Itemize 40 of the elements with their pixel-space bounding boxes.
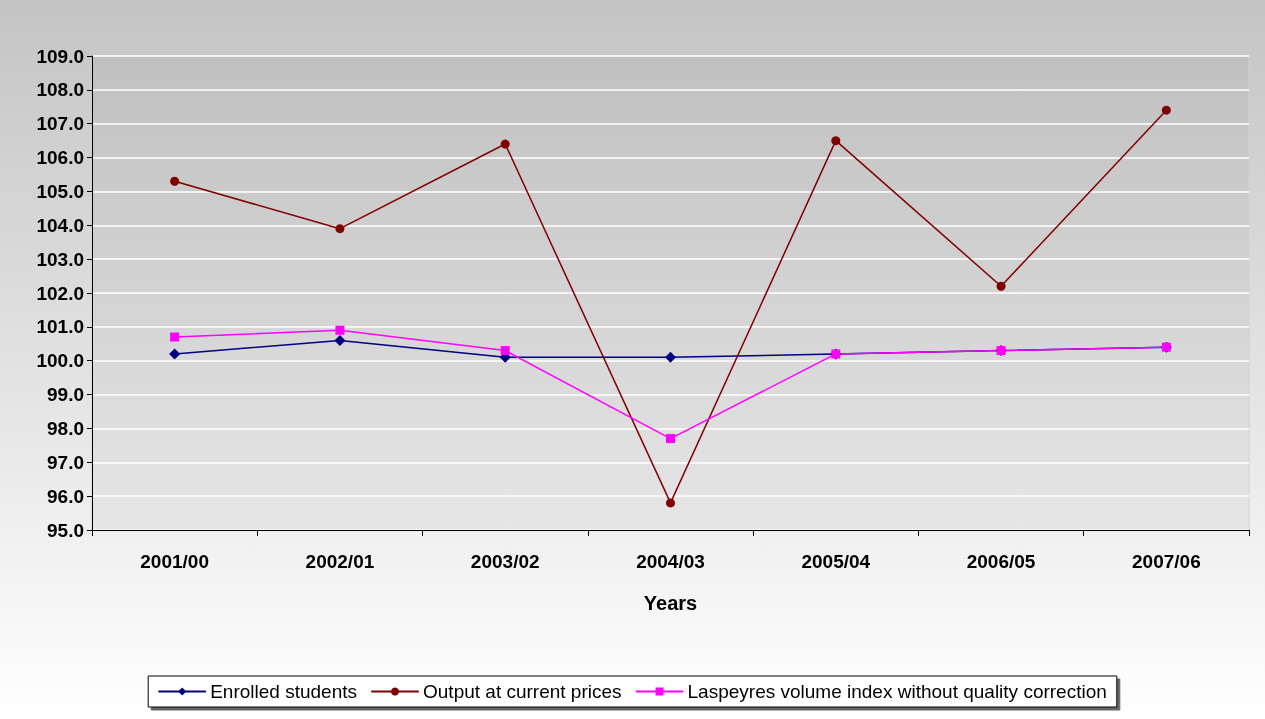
y-tick-label: 104.0	[36, 214, 84, 236]
x-axis-title: Years	[643, 592, 698, 614]
legend-label: Enrolled students	[210, 681, 358, 702]
x-tick-label: 2001/00	[140, 551, 209, 572]
y-tick-label: 107.0	[36, 113, 84, 135]
x-tick-label: 2004/03	[636, 551, 705, 572]
y-tick-label: 96.0	[47, 485, 84, 507]
y-tick-label: 109.0	[36, 45, 84, 67]
point	[831, 136, 841, 146]
x-tick-label: 2003/02	[470, 551, 540, 572]
y-tick-label: 100.0	[36, 350, 84, 372]
point	[996, 281, 1006, 291]
y-tick-label: 98.0	[47, 417, 84, 439]
point	[666, 498, 675, 508]
point	[170, 176, 180, 186]
point	[666, 434, 675, 444]
point	[500, 139, 510, 149]
y-tick-label: 101.0	[36, 316, 84, 338]
point	[335, 224, 345, 234]
y-tick-label: 103.0	[36, 248, 84, 270]
y-tick-label: 97.0	[47, 451, 84, 473]
point	[334, 334, 346, 346]
x-tick-label: 2002/01	[305, 551, 375, 572]
x-tick-label: 2006/05	[966, 551, 1036, 572]
y-tick-label: 108.0	[36, 79, 84, 101]
y-tick-label: 105.0	[36, 180, 84, 202]
legend-label: Output at current prices	[423, 681, 622, 702]
point	[169, 348, 181, 360]
y-tick-label: 95.0	[47, 519, 84, 541]
y-tick-label: 99.0	[47, 384, 84, 406]
point	[500, 346, 510, 356]
point	[665, 351, 676, 363]
point	[335, 325, 345, 335]
point	[170, 332, 180, 342]
legend-label: Laspeyres volume index without quality correction	[687, 681, 1107, 702]
x-tick-label: 2005/04	[801, 551, 871, 572]
x-tick-label: 2007/06	[1132, 551, 1201, 572]
y-tick-label: 106.0	[36, 147, 84, 169]
y-tick-label: 102.0	[36, 282, 84, 304]
point	[1161, 105, 1171, 115]
